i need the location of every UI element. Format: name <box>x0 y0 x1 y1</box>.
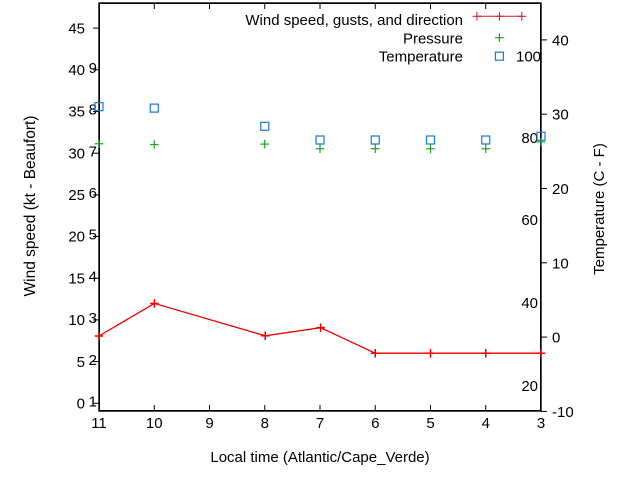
svg-text:0: 0 <box>77 396 85 413</box>
svg-text:-10: -10 <box>552 404 574 421</box>
svg-text:45: 45 <box>68 20 85 37</box>
svg-text:7: 7 <box>316 415 324 432</box>
svg-text:100: 100 <box>516 49 541 66</box>
svg-text:15: 15 <box>68 270 85 287</box>
svg-text:5: 5 <box>426 415 434 432</box>
svg-text:Temperature: Temperature <box>379 49 463 66</box>
svg-text:11: 11 <box>91 415 107 432</box>
svg-text:Temperature (C - F): Temperature (C - F) <box>591 143 608 275</box>
svg-text:40: 40 <box>521 295 538 312</box>
svg-text:9: 9 <box>89 60 97 77</box>
svg-text:5: 5 <box>89 227 97 244</box>
svg-text:25: 25 <box>68 187 85 204</box>
svg-text:7: 7 <box>89 143 97 160</box>
svg-text:40: 40 <box>552 32 569 49</box>
svg-text:2: 2 <box>89 352 97 369</box>
svg-text:5: 5 <box>77 354 85 371</box>
svg-text:9: 9 <box>205 415 213 432</box>
svg-text:10: 10 <box>146 415 163 432</box>
svg-text:10: 10 <box>68 312 85 329</box>
svg-text:30: 30 <box>552 107 569 124</box>
svg-text:8: 8 <box>261 415 269 432</box>
svg-text:10: 10 <box>552 255 569 272</box>
svg-text:0: 0 <box>552 330 560 347</box>
svg-text:1: 1 <box>89 394 97 411</box>
svg-text:3: 3 <box>537 415 545 432</box>
svg-text:4: 4 <box>482 415 490 432</box>
svg-text:6: 6 <box>89 185 97 202</box>
svg-text:Wind speed (kt - Beaufort): Wind speed (kt - Beaufort) <box>22 116 39 297</box>
svg-text:6: 6 <box>371 415 379 432</box>
svg-text:35: 35 <box>68 104 85 121</box>
svg-text:4: 4 <box>89 268 97 285</box>
svg-text:3: 3 <box>89 310 97 327</box>
svg-text:30: 30 <box>68 145 85 162</box>
svg-text:Local time (Atlantic/Cape_Verd: Local time (Atlantic/Cape_Verde) <box>210 449 429 466</box>
svg-text:20: 20 <box>521 378 538 395</box>
svg-text:60: 60 <box>521 212 538 229</box>
svg-text:40: 40 <box>68 62 85 79</box>
svg-text:20: 20 <box>68 229 85 246</box>
svg-text:Wind speed, gusts, and directi: Wind speed, gusts, and direction <box>245 12 463 29</box>
svg-text:80: 80 <box>521 130 538 147</box>
svg-text:Pressure: Pressure <box>403 31 463 48</box>
svg-text:20: 20 <box>552 181 569 198</box>
